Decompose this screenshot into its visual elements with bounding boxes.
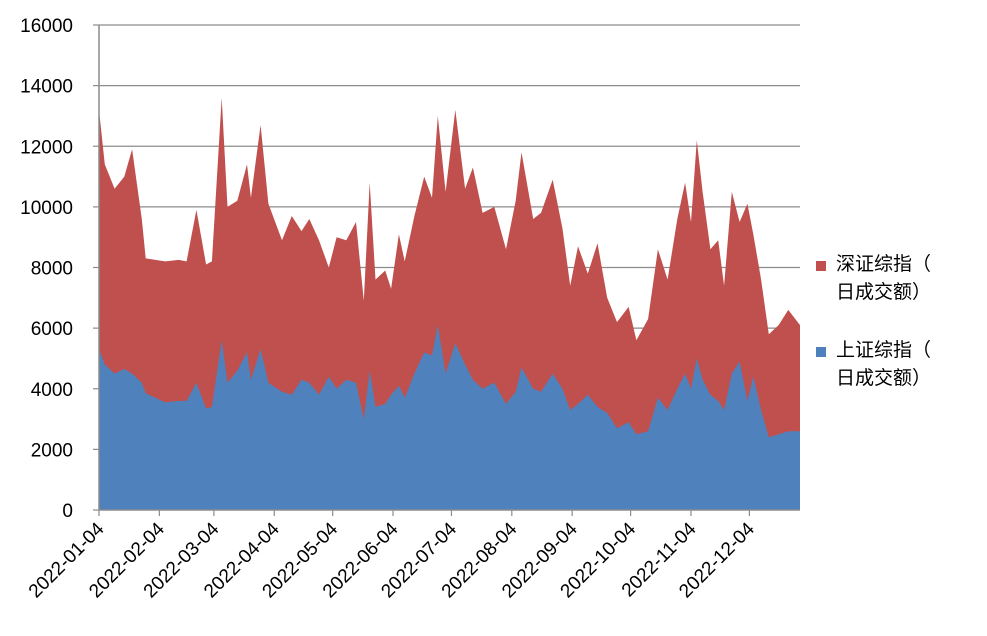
area-sh bbox=[99, 325, 800, 510]
y-tick-label-14000: 14000 bbox=[20, 77, 73, 98]
y-tick-label-10000: 10000 bbox=[20, 198, 73, 219]
area-series bbox=[99, 97, 800, 511]
y-tick-label-4000: 4000 bbox=[31, 380, 73, 401]
y-tick-label-2000: 2000 bbox=[31, 440, 73, 461]
y-tick-label-8000: 8000 bbox=[31, 259, 73, 280]
y-tick-label-6000: 6000 bbox=[31, 319, 73, 340]
y-tick-label-16000: 16000 bbox=[20, 16, 73, 37]
axes bbox=[93, 24, 800, 516]
y-tick-label-0: 0 bbox=[62, 501, 73, 522]
legend-label-sh: 上证综指（日成交额） bbox=[836, 339, 931, 389]
legend-swatch-sh bbox=[816, 347, 826, 357]
legend: 深证综指（日成交额） 上证综指（日成交额） bbox=[816, 253, 931, 389]
legend-label-sz: 深证综指（日成交额） bbox=[836, 253, 931, 303]
y-tick-label-12000: 12000 bbox=[20, 137, 73, 158]
legend-swatch-sz bbox=[816, 261, 826, 271]
y-axis-tick-labels: 0 2000 4000 6000 8000 10000 12000 14000 16000 bbox=[20, 16, 73, 522]
x-axis-tick-labels: 2022-01-042022-02-042022-03-042022-04-04… bbox=[25, 518, 759, 602]
